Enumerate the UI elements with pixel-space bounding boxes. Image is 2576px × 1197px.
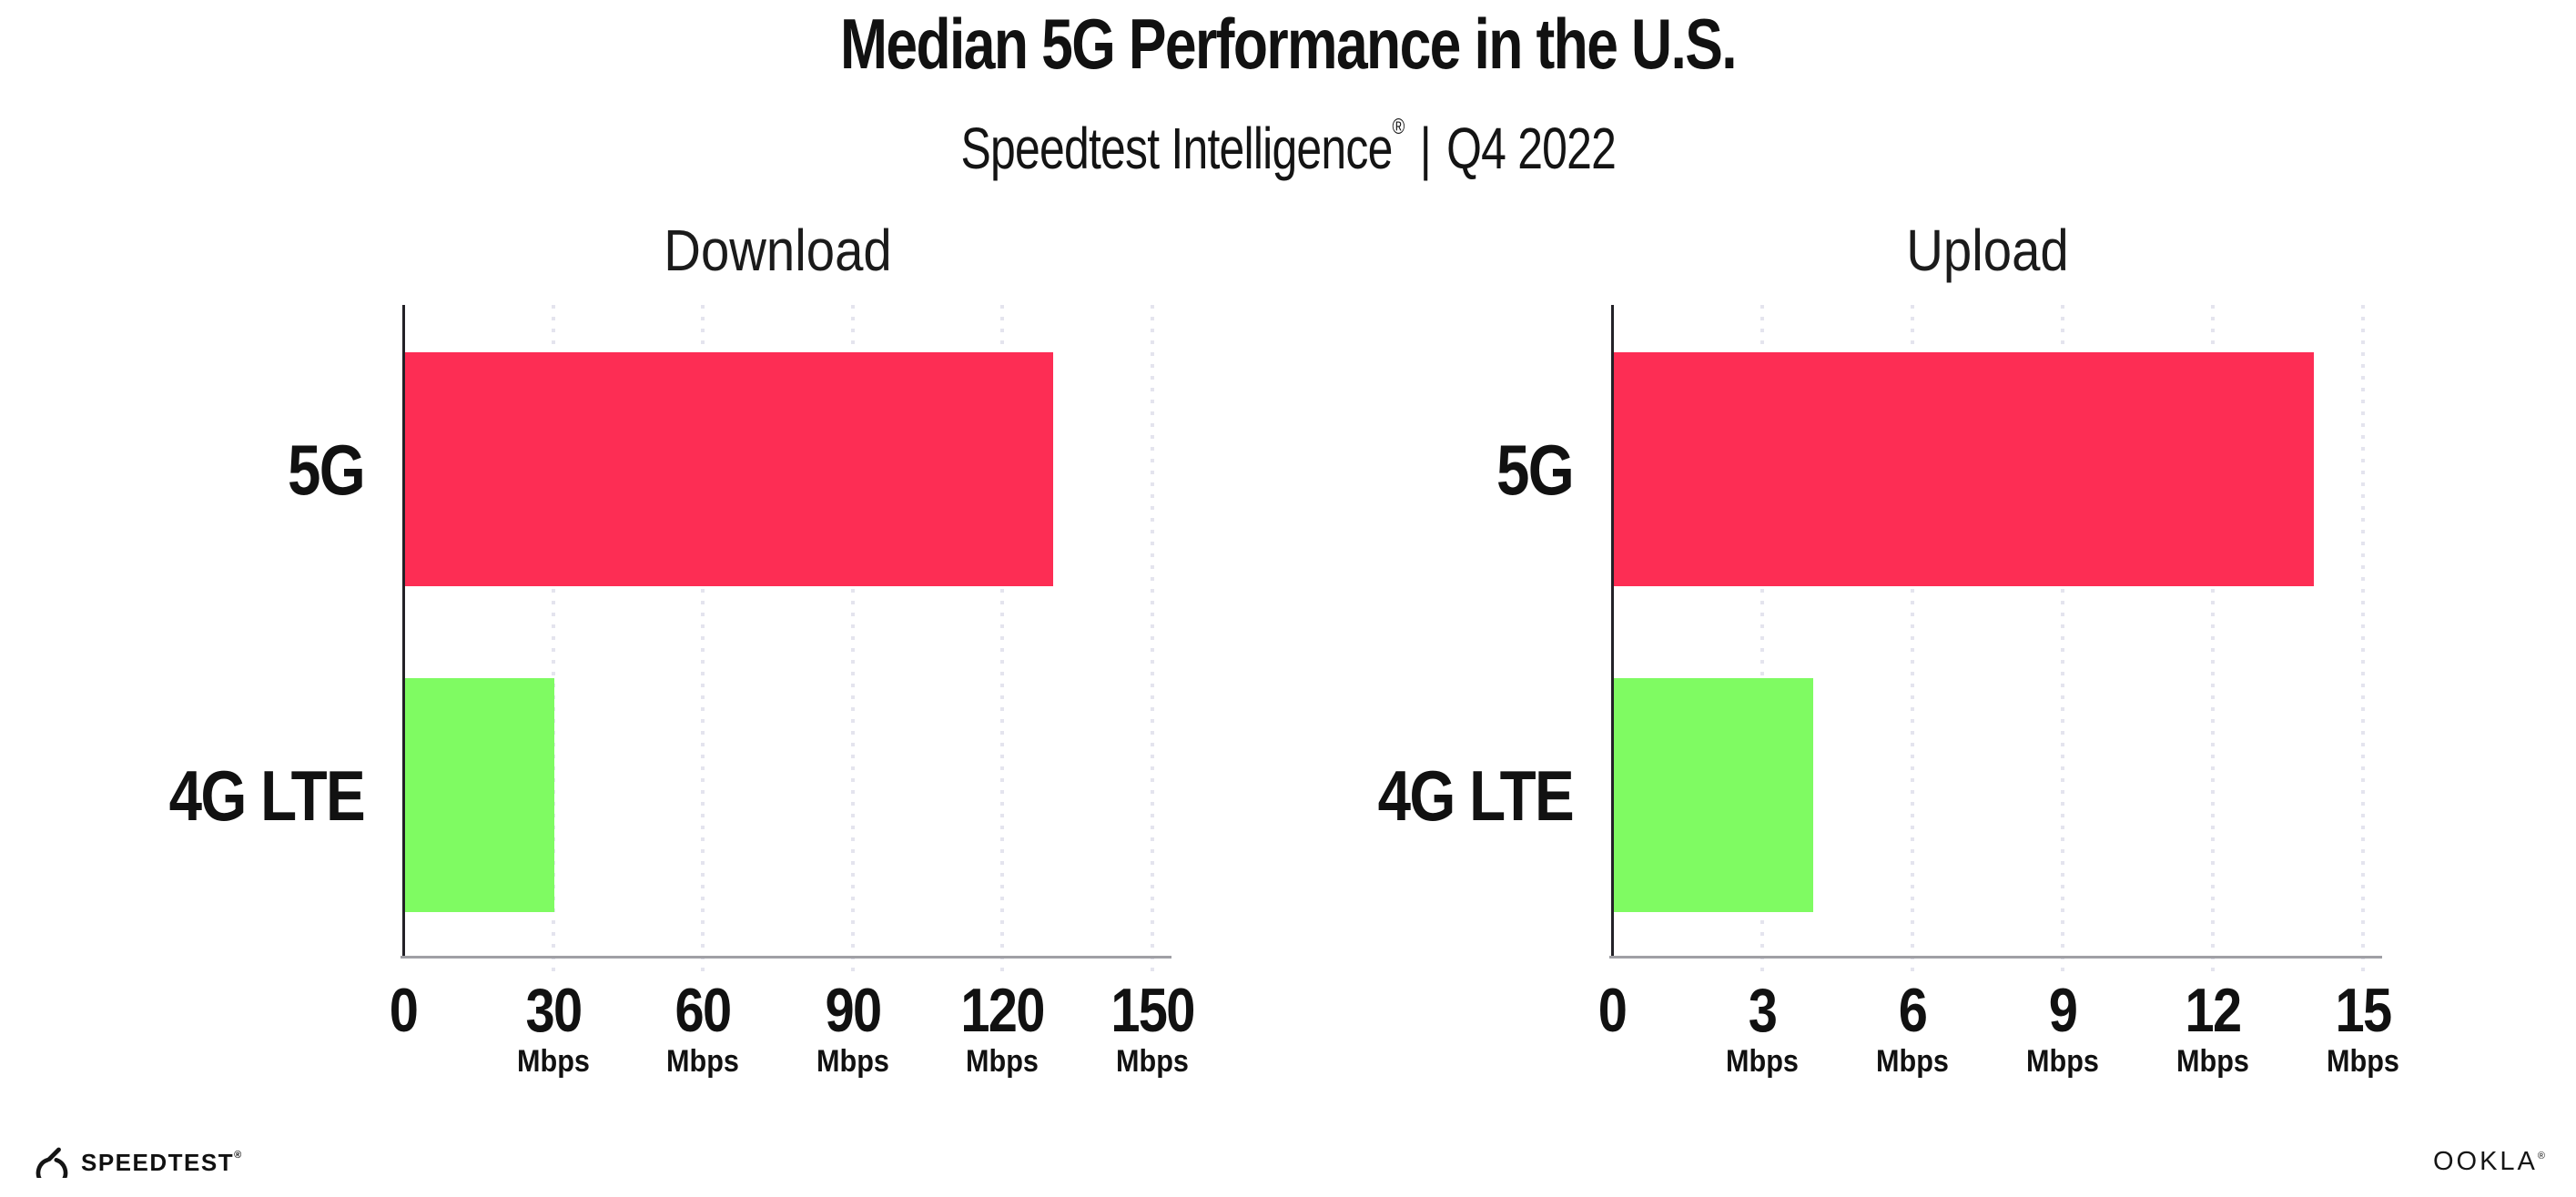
x-tick-unit: Mbps — [2176, 1044, 2249, 1079]
subtitle: Speedtest Intelligence® | Q4 2022 — [0, 87, 2576, 188]
gridline-120-mbps — [1000, 305, 1005, 978]
x-tick-unit: Mbps — [666, 1044, 740, 1079]
x-tick-15-upload: 15 Mbps — [2277, 976, 2449, 1080]
x-tick-value: 30 — [525, 976, 583, 1045]
x-tick-unit: Mbps — [1876, 1044, 1949, 1079]
upload-chart-title: Upload — [1906, 218, 2069, 283]
x-tick-value: 0 — [1597, 976, 1628, 1045]
gridline-15-mbps — [2361, 305, 2365, 978]
download-chart-title: Download — [664, 218, 892, 283]
registered-trademark-icon: ® — [1392, 115, 1405, 139]
speedtest-logo: SPEEDTEST® — [33, 1137, 241, 1181]
subtitle-separator: | — [1419, 116, 1431, 181]
x-tick-value: 15 — [2335, 976, 2393, 1045]
x-tick-value: 120 — [960, 976, 1046, 1045]
page-title-text: Median 5G Performance in the U.S. — [840, 4, 1738, 84]
x-tick-value: 0 — [389, 976, 419, 1045]
gridline-90-mbps — [850, 305, 855, 978]
gridline-30-mbps — [551, 305, 555, 978]
x-tick-unit: Mbps — [966, 1044, 1040, 1079]
ookla-trademark-icon: ® — [2537, 1151, 2545, 1161]
x-tick-value: 9 — [2048, 976, 2078, 1045]
category-label-4g-lte-upload: 4G LTE — [1377, 755, 1575, 836]
category-label-5g-download: 5G — [287, 429, 366, 510]
gridline-6-mbps — [1911, 305, 1914, 978]
bar-5g-download — [404, 352, 1054, 586]
category-label-5g-upload: 5G — [1496, 429, 1575, 510]
gridline-9-mbps — [2061, 305, 2064, 978]
gridline-12-mbps — [2211, 305, 2215, 978]
x-tick-6-upload: 6 Mbps — [1826, 976, 1999, 1080]
x-tick-12-upload: 12 Mbps — [2126, 976, 2299, 1080]
x-tick-150-download: 150 Mbps — [1066, 976, 1239, 1080]
page-title: Median 5G Performance in the U.S. — [0, 4, 2576, 84]
upload-plot-area — [1609, 305, 2382, 978]
gridline-60-mbps — [701, 305, 705, 978]
download-y-axis — [402, 305, 405, 958]
gridline-150-mbps — [1151, 305, 1154, 978]
gridline-3-mbps — [1760, 305, 1764, 978]
speedtest-gauge-icon — [35, 1147, 68, 1178]
x-tick-value: 60 — [674, 976, 733, 1045]
x-tick-60-download: 60 Mbps — [616, 976, 789, 1080]
upload-x-axis — [1609, 956, 2382, 959]
x-tick-unit: Mbps — [2026, 1044, 2099, 1079]
x-tick-120-download: 120 Mbps — [916, 976, 1089, 1080]
x-tick-value: 3 — [1748, 976, 1778, 1045]
speedtest-wordmark: SPEEDTEST® — [81, 1149, 242, 1176]
speedtest-trademark-icon: ® — [234, 1150, 242, 1161]
bar-4g-lte-upload — [1613, 678, 1813, 912]
x-tick-30-download: 30 Mbps — [467, 976, 640, 1080]
download-x-axis — [401, 956, 1171, 959]
x-tick-value: 150 — [1111, 976, 1195, 1045]
x-tick-unit: Mbps — [816, 1044, 889, 1079]
ookla-logo: OOKLA® — [2433, 1140, 2545, 1178]
download-plot-area — [401, 305, 1171, 978]
x-tick-unit: Mbps — [1726, 1044, 1799, 1079]
x-tick-90-download: 90 Mbps — [766, 976, 939, 1080]
x-tick-0-upload: 0 — [1526, 976, 1699, 1045]
x-tick-unit: Mbps — [2327, 1044, 2399, 1079]
x-tick-value: 90 — [825, 976, 882, 1045]
subtitle-product: Speedtest Intelligence — [960, 116, 1393, 181]
x-tick-3-upload: 3 Mbps — [1676, 976, 1849, 1080]
ookla-wordmark: OOKLA — [2432, 1147, 2538, 1176]
x-tick-9-upload: 9 Mbps — [1976, 976, 2149, 1080]
x-tick-unit: Mbps — [1116, 1044, 1189, 1079]
x-tick-0-download: 0 — [317, 976, 490, 1045]
bar-4g-lte-download — [404, 678, 554, 912]
bar-5g-upload — [1613, 352, 2314, 586]
x-tick-value: 6 — [1898, 976, 1928, 1045]
category-label-4g-lte-download: 4G LTE — [168, 755, 366, 836]
upload-y-axis — [1611, 305, 1614, 958]
subtitle-period: Q4 2022 — [1445, 116, 1617, 181]
x-tick-value: 12 — [2185, 976, 2243, 1045]
x-tick-unit: Mbps — [516, 1044, 590, 1079]
